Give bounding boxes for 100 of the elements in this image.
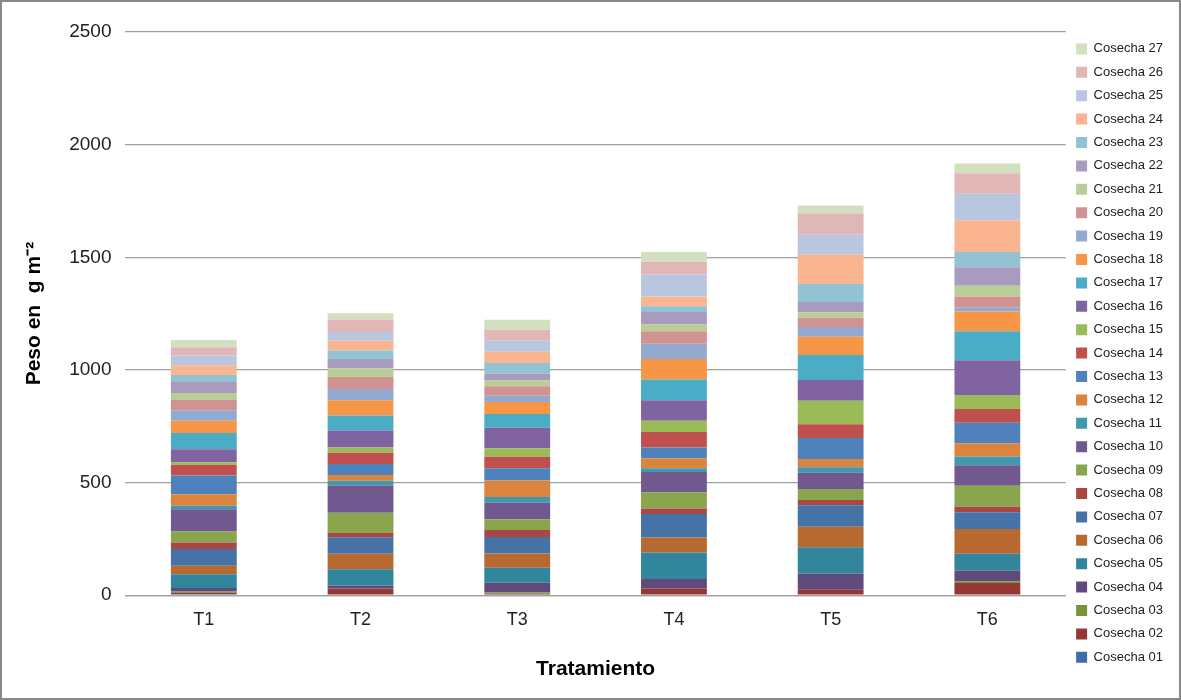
bar [797, 573, 864, 590]
legend-label: Cosecha 24 [1093, 110, 1164, 126]
bar [797, 213, 864, 235]
bar [170, 410, 237, 421]
x-tick-label: T1 [193, 608, 215, 629]
bar [641, 447, 707, 459]
bar [327, 319, 394, 333]
bar [954, 307, 1021, 312]
bar [797, 547, 864, 574]
bar [641, 552, 707, 579]
bar [641, 379, 707, 401]
bar [327, 537, 394, 554]
y-axis-title: Peso en g m⁻² [21, 241, 45, 386]
legend-label: Cosecha 04 [1093, 578, 1164, 594]
bar [797, 336, 864, 356]
bar [484, 386, 551, 396]
bar [484, 329, 551, 341]
bar [484, 340, 551, 352]
bar [797, 526, 864, 548]
bar [327, 553, 394, 570]
legend-label: Cosecha 01 [1093, 648, 1164, 664]
bar [797, 234, 864, 255]
bar [797, 355, 864, 381]
bar [327, 485, 394, 513]
bar [954, 163, 1021, 174]
bar [327, 480, 394, 486]
bar [797, 380, 864, 401]
bar [641, 432, 707, 448]
bar [797, 467, 864, 473]
bar [170, 587, 237, 592]
bar [327, 368, 394, 377]
bar [641, 312, 707, 325]
bar [797, 312, 864, 318]
bar [954, 443, 1021, 457]
legend-label: Cosecha 08 [1093, 485, 1164, 501]
bar [327, 389, 394, 401]
bar [170, 355, 237, 366]
bar [484, 496, 551, 503]
bar [954, 465, 1021, 486]
legend-label: Cosecha 23 [1093, 134, 1164, 150]
bar [954, 220, 1021, 253]
bar [797, 400, 864, 425]
bar [327, 474, 394, 481]
bar [954, 331, 1021, 361]
x-tick-label: T4 [663, 608, 685, 629]
bar [327, 589, 394, 595]
bar [484, 468, 551, 481]
legend-label: Cosecha 11 [1093, 414, 1163, 430]
bar [641, 252, 707, 262]
bar [641, 588, 707, 595]
bar [170, 433, 237, 450]
bar [170, 475, 237, 495]
bar [954, 512, 1021, 529]
legend-label: Cosecha 26 [1093, 63, 1164, 79]
y-tick-label: 2500 [69, 20, 112, 42]
bar [954, 285, 1021, 297]
bar [484, 502, 551, 520]
bar [641, 296, 707, 307]
bar [641, 458, 707, 469]
bar [954, 193, 1021, 221]
x-tick-label: T2 [350, 608, 372, 629]
bar [954, 408, 1021, 423]
legend-label: Cosecha 15 [1093, 321, 1164, 337]
bar [327, 400, 394, 416]
bar [170, 392, 237, 400]
bar [797, 284, 864, 303]
bar [327, 464, 394, 475]
bar [484, 456, 551, 469]
legend-label: Cosecha 02 [1093, 625, 1164, 641]
bar [170, 494, 237, 506]
bar [484, 480, 551, 497]
legend-label: Cosecha 14 [1093, 344, 1164, 360]
bar [170, 531, 237, 543]
bar [797, 254, 864, 285]
bar [797, 205, 864, 214]
bar [170, 509, 237, 532]
bar [484, 530, 551, 538]
bar [170, 374, 237, 383]
legend-label: Cosecha 09 [1093, 461, 1164, 477]
legend-label: Cosecha 19 [1093, 227, 1164, 243]
bar [797, 317, 864, 327]
bar [797, 302, 864, 313]
bar [484, 427, 551, 449]
bar [641, 306, 707, 313]
bar [641, 420, 707, 433]
bar [797, 489, 864, 500]
x-tick-label: T3 [506, 608, 528, 629]
bar [484, 351, 551, 363]
bar [954, 553, 1021, 571]
bar [797, 499, 864, 506]
bar [797, 472, 864, 490]
bar [641, 324, 707, 332]
bar [641, 514, 707, 538]
legend-label: Cosecha 21 [1093, 180, 1164, 196]
bar [327, 447, 394, 453]
bar [484, 519, 551, 531]
bar [327, 376, 394, 390]
bar [484, 362, 551, 374]
bar [641, 471, 707, 493]
bar [797, 424, 864, 438]
